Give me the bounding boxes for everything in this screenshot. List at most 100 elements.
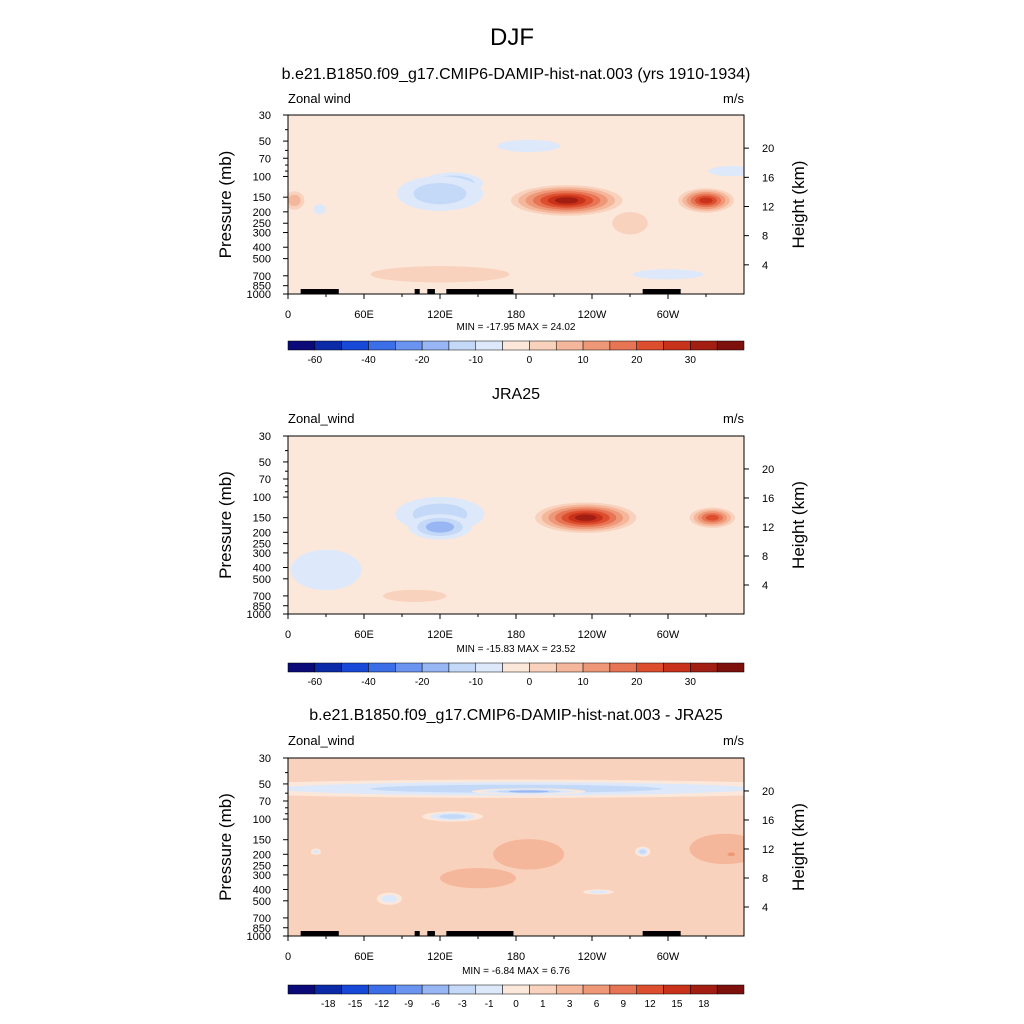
y-tick-label: 400 [253, 242, 271, 254]
y2-tick-label: 20 [762, 786, 774, 798]
colorbar-label: -40 [361, 355, 376, 366]
colorbar-box [421, 340, 450, 351]
min-max-label: MIN = -6.84 MAX = 6.76 [462, 966, 570, 977]
contour-feature [554, 197, 579, 204]
contour-feature [508, 790, 549, 793]
x-tick-label: 180 [507, 951, 525, 963]
y2-tick-label: 12 [762, 844, 774, 856]
contour-feature [312, 849, 319, 854]
colorbar-box [582, 340, 611, 351]
y2-tick-label: 8 [762, 873, 768, 885]
colorbar-label: -6 [431, 999, 440, 1010]
colorbar-box [421, 984, 450, 995]
land-mask [319, 289, 339, 294]
colorbar-box [395, 662, 423, 673]
x-tick-label: 120W [578, 309, 607, 321]
colorbar-label: -20 [415, 677, 430, 688]
x-tick-label: 120E [427, 629, 453, 641]
y-tick-label: 300 [253, 548, 271, 560]
y-tick-label: 70 [259, 153, 271, 165]
colorbar-box [502, 340, 530, 351]
panels: b.e21.B1850.f09_g17.CMIP6-DAMIP-hist-nat… [216, 66, 808, 1010]
colorbar-label: 10 [577, 677, 589, 688]
panel-title: JRA25 [492, 386, 540, 403]
y-tick-label: 300 [253, 228, 271, 240]
land-mask [319, 931, 339, 936]
y-tick-label: 300 [253, 870, 271, 882]
colorbar-box [663, 984, 691, 995]
colorbar-box [690, 662, 718, 673]
x-tick-label: 60W [657, 629, 680, 641]
panel-title: b.e21.B1850.f09_g17.CMIP6-DAMIP-hist-nat… [309, 707, 723, 724]
y2-tick-label: 16 [762, 815, 774, 827]
y-tick-label: 70 [259, 474, 271, 486]
colorbar-box [609, 340, 637, 351]
colorbar-box [529, 340, 557, 351]
colorbar-box [529, 984, 557, 995]
colorbar-label: 18 [698, 999, 710, 1010]
colorbar-label: 0 [527, 677, 533, 688]
y-tick-label: 50 [259, 779, 271, 791]
units-label: m/s [723, 733, 744, 748]
land-mask [642, 289, 681, 294]
colorbar-box [368, 662, 396, 673]
colorbar-box [475, 340, 503, 351]
contour-feature [439, 814, 467, 819]
x-tick-label: 0 [285, 629, 291, 641]
colorbar-label: -20 [415, 355, 430, 366]
y-tick-label: 700 [253, 271, 271, 283]
y-tick-label: 200 [253, 527, 271, 539]
x-tick-label: 60W [657, 309, 680, 321]
y-tick-label: 250 [253, 218, 271, 230]
contour-feature [699, 197, 713, 204]
colorbar-box [663, 662, 691, 673]
contour-feature [588, 890, 608, 894]
contour-feature [632, 269, 704, 280]
colorbar-box [448, 984, 477, 995]
y2-tick-label: 8 [762, 231, 768, 243]
colorbar-box [582, 662, 611, 673]
colorbar-box [421, 662, 450, 673]
colorbar-label: -60 [308, 355, 323, 366]
colorbar-box [502, 662, 530, 673]
y-tick-label: 200 [253, 849, 271, 861]
colorbar-label: -15 [348, 999, 363, 1010]
land-mask [446, 289, 514, 294]
colorbar-box [690, 984, 718, 995]
chart-panel-1: b.e21.B1850.f09_g17.CMIP6-DAMIP-hist-nat… [216, 66, 808, 366]
y-tick-label: 1000 [247, 289, 271, 301]
y-tick-label: 850 [253, 601, 271, 613]
land-mask [414, 289, 420, 294]
y2-axis-title: Height (km) [789, 161, 808, 249]
y-tick-label: 50 [259, 136, 271, 148]
y2-tick-label: 12 [762, 522, 774, 534]
x-tick-label: 120E [427, 309, 453, 321]
units-label: m/s [723, 411, 744, 426]
colorbar-label: -12 [375, 999, 390, 1010]
colorbar-box [314, 984, 342, 995]
y-tick-label: 1000 [247, 609, 271, 621]
colorbar-box [636, 984, 664, 995]
colorbar-label: -10 [469, 677, 484, 688]
colorbar-box [448, 340, 477, 351]
colorbar-box [368, 340, 396, 351]
y2-tick-label: 4 [762, 580, 768, 592]
colorbar-box [395, 340, 423, 351]
contour-feature [440, 868, 516, 889]
chart-panel-3: b.e21.B1850.f09_g17.CMIP6-DAMIP-hist-nat… [216, 707, 808, 1010]
contour-feature [313, 204, 326, 215]
contour-field [288, 115, 744, 294]
y-tick-label: 150 [253, 192, 271, 204]
colorbar-box [716, 984, 745, 995]
contour-feature [383, 589, 447, 602]
y-tick-label: 150 [253, 835, 271, 847]
y-tick-label: 100 [253, 171, 271, 183]
x-tick-label: 60E [354, 629, 374, 641]
land-mask [427, 289, 435, 294]
contour-feature [705, 514, 719, 521]
colorbar-box [314, 340, 342, 351]
y-tick-label: 850 [253, 923, 271, 935]
y-tick-label: 500 [253, 574, 271, 586]
colorbar-label: 20 [631, 355, 643, 366]
colorbar-box [314, 662, 342, 673]
